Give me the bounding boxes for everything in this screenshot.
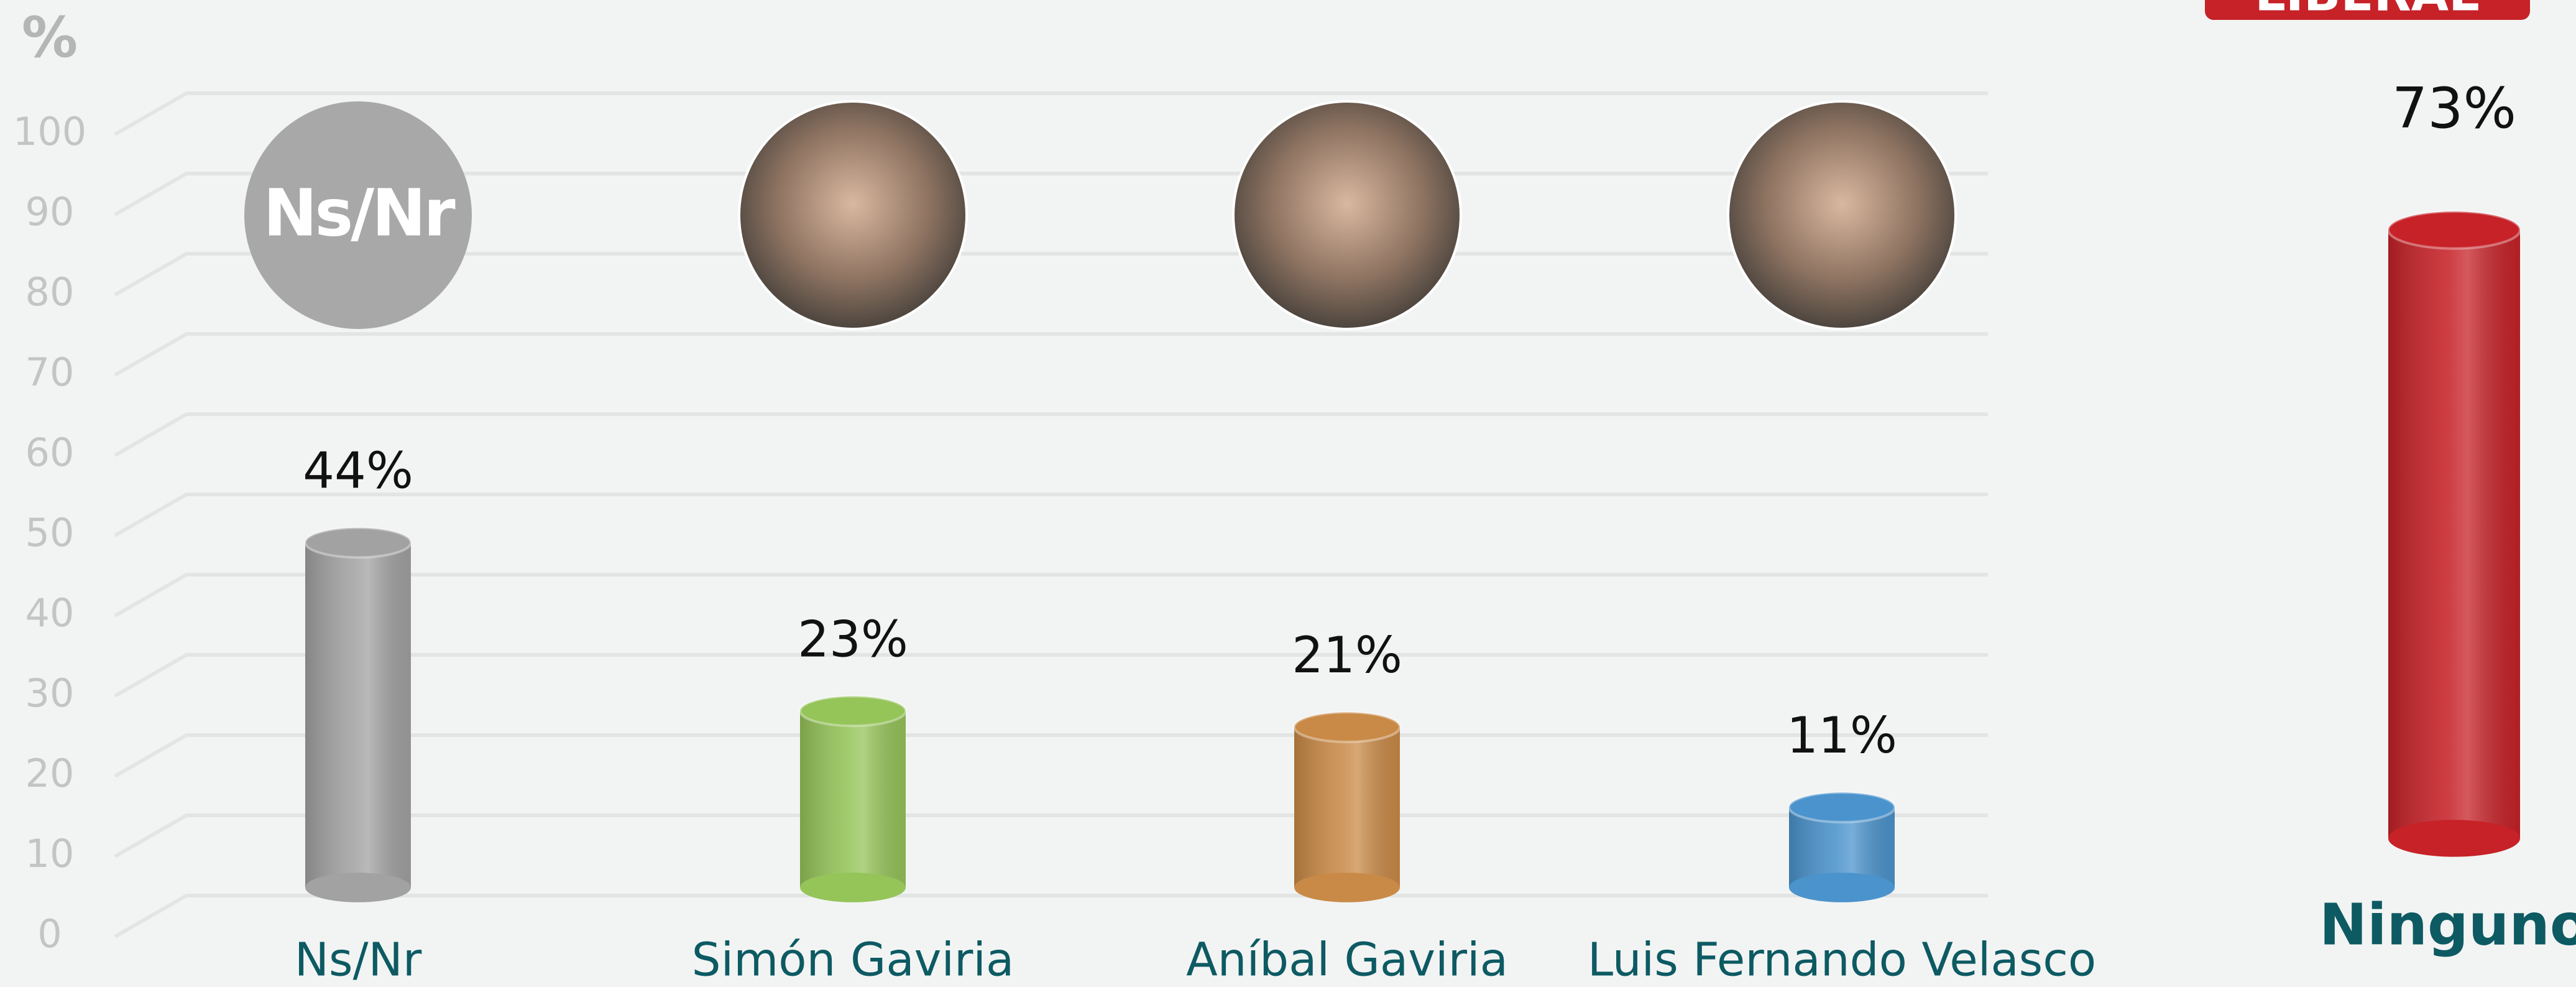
bar-shade <box>800 711 906 887</box>
value-label: 23% <box>798 610 908 668</box>
grid-line <box>114 493 1988 537</box>
avatar <box>1232 100 1462 330</box>
y-tick-label: 20 <box>25 751 75 796</box>
y-tick-label: 60 <box>25 430 75 475</box>
avatar-text: Ns/Nr <box>263 175 455 251</box>
y-tick-label: 90 <box>25 189 75 234</box>
bar-base <box>1789 873 1895 902</box>
bar-base <box>1294 873 1400 902</box>
y-tick-label: 0 <box>37 911 62 957</box>
y-tick-label: 40 <box>25 590 75 636</box>
value-label: 44% <box>303 442 413 499</box>
value-label: 73% <box>2392 76 2516 141</box>
bar-shade <box>305 542 411 887</box>
badge-box <box>2205 0 2530 20</box>
y-tick-label: 80 <box>25 269 75 315</box>
grid-line <box>114 412 1988 457</box>
x-tick-label: Luis Fernando Velasco <box>1588 934 2096 987</box>
bar-cap <box>304 526 412 559</box>
y-tick-label: 10 <box>25 831 75 876</box>
bar-base <box>800 873 906 902</box>
bar-base <box>2388 820 2520 857</box>
avatar <box>738 100 968 330</box>
value-label: 21% <box>1292 626 1402 684</box>
bar-cap <box>2387 210 2521 250</box>
x-tick-label: Ns/Nr <box>295 934 422 987</box>
y-tick-label: 50 <box>25 510 75 555</box>
bar-cap <box>1293 711 1401 743</box>
grid-line <box>114 653 1988 698</box>
y-tick-label: 30 <box>25 670 75 716</box>
avatar <box>1727 100 1957 330</box>
avatar <box>244 101 472 329</box>
grid-line <box>114 573 1988 618</box>
grid-line <box>114 332 1988 377</box>
value-label: 11% <box>1787 707 1897 764</box>
y-tick-label: 70 <box>25 350 75 395</box>
x-tick-label: Ninguno <box>2319 891 2576 958</box>
bar-shade <box>2388 229 2520 838</box>
grid-line <box>114 91 1988 136</box>
bar-cap <box>799 695 907 728</box>
bar-shade <box>1294 727 1400 887</box>
badge-text: LIBERAL <box>2255 0 2480 22</box>
y-axis-label: % <box>22 5 78 70</box>
bar-cap <box>1788 791 1896 823</box>
y-tick-label: 100 <box>13 109 86 154</box>
grid-line <box>114 894 1988 938</box>
x-tick-label: Aníbal Gaviria <box>1186 934 1508 987</box>
x-tick-label: Simón Gaviria <box>692 934 1014 987</box>
bar-base <box>305 873 411 902</box>
